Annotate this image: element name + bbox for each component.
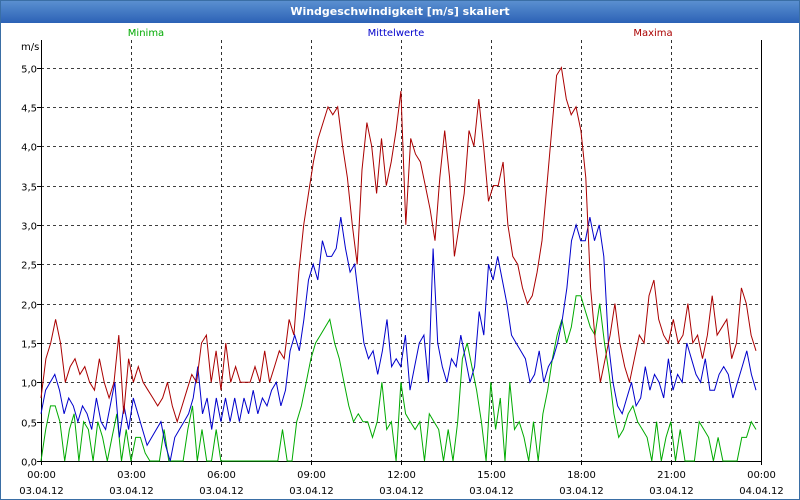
series-line-mittelwerte [40, 217, 757, 462]
y-tick-label: 5,0 [21, 65, 37, 76]
series-line-minima [40, 295, 757, 462]
x-tick-date-label: 03.04.12 [199, 486, 244, 497]
y-tick-label: 0,0 [21, 458, 37, 469]
x-tick-date-label: 03.04.12 [649, 486, 694, 497]
x-tick-time-label: 12:00 [387, 470, 416, 481]
legend: Minima Mittelwerte Maxima [128, 28, 673, 39]
x-tick-time-label: 09:00 [297, 470, 326, 481]
x-tick-time-label: 03:00 [117, 470, 146, 481]
y-tick-label: 2,0 [21, 301, 37, 312]
axis-labels: 0,0 0,5 1,0 1,5 2,0 2,5 3,0 3,5 4,0 4,5 5,0 m/s 00:0… [19, 42, 784, 497]
y-tick-label: 4,5 [21, 104, 37, 115]
x-tick-time-label: 18:00 [567, 470, 596, 481]
y-tick-label: 3,5 [21, 183, 37, 194]
x-tick-time-label: 21:00 [657, 470, 686, 481]
y-axis-label: m/s [21, 42, 39, 53]
legend-entry-maxima: Maxima [633, 28, 672, 39]
y-tick-label: 1,0 [21, 379, 37, 390]
x-tick-time-label: 06:00 [207, 470, 236, 481]
y-tick-label: 2,5 [21, 261, 37, 272]
x-tick-date-label: 03.04.12 [109, 486, 154, 497]
x-tick-time-label: 15:00 [477, 470, 506, 481]
y-tick-label: 1,5 [21, 340, 37, 351]
window-title: Windgeschwindigkeit [m/s] skaliert [1, 1, 799, 23]
x-tick-date-label: 04.04.12 [739, 486, 784, 497]
legend-entry-minima: Minima [128, 28, 164, 39]
legend-entry-mittelwerte: Mittelwerte [368, 28, 425, 39]
x-tick-date-label: 03.04.12 [289, 486, 334, 497]
y-tick-label: 3,0 [21, 222, 37, 233]
x-tick-date-label: 03.04.12 [19, 486, 64, 497]
x-tick-time-label: 00:00 [27, 470, 56, 481]
x-tick-date-label: 03.04.12 [379, 486, 424, 497]
x-tick-date-label: 03.04.12 [469, 486, 514, 497]
x-tick-date-label: 03.04.12 [559, 486, 604, 497]
y-tick-label: 0,5 [21, 419, 37, 430]
series-group [40, 66, 757, 462]
wind-speed-chart: 0,0 0,5 1,0 1,5 2,0 2,5 3,0 3,5 4,0 4,5 5,0 m/s 00:0… [19, 28, 784, 497]
series-line-maxima [40, 66, 757, 424]
grid [41, 40, 761, 462]
x-tick-time-label: 00:00 [747, 470, 776, 481]
y-tick-label: 4,0 [21, 143, 37, 154]
